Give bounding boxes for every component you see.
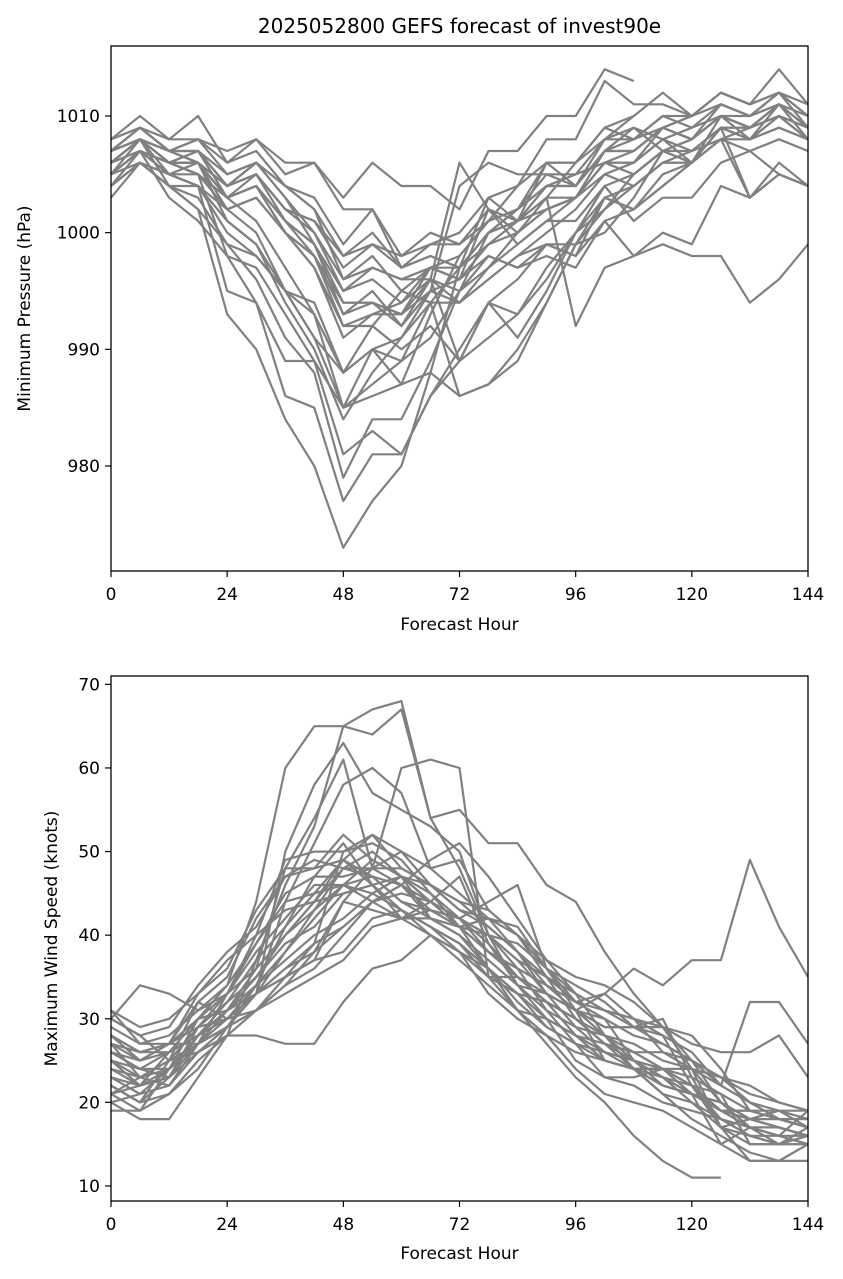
x-tick-label: 144 (792, 1215, 824, 1235)
y-tick-label: 40 (78, 926, 100, 946)
wind-y-axis-label: Maximum Wind Speed (knots) (42, 811, 62, 1067)
ensemble-member-line (110, 115, 635, 328)
y-tick-label: 30 (78, 1010, 100, 1030)
ensemble-member-line (110, 68, 635, 211)
y-tick-label: 50 (78, 843, 100, 863)
wind-chart: 0 24 48 72 96 120 144 10 20 30 40 50 60 70 Forecast H… (42, 675, 824, 1264)
x-tick-label: 0 (106, 1215, 117, 1235)
wind-x-axis-label: Forecast Hour (400, 1244, 518, 1264)
y-tick-label: 1010 (57, 107, 100, 127)
ensemble-member-line (110, 867, 809, 1087)
y-tick-label: 990 (68, 340, 100, 360)
ensemble-member-line (110, 149, 809, 503)
x-tick-label: 24 (216, 1215, 238, 1235)
chart-title: 2025052800 GEFS forecast of invest90e (258, 14, 661, 38)
ensemble-member-line (110, 103, 809, 269)
y-tick-label: 20 (78, 1093, 100, 1113)
y-tick-label: 10 (78, 1177, 100, 1197)
pressure-plot-frame (110, 45, 809, 572)
pressure-ticks: 0 24 48 72 96 120 144 980 990 1000 1010 (57, 107, 824, 605)
pressure-x-axis-label: Forecast Hour (400, 615, 518, 635)
x-tick-label: 120 (676, 1215, 708, 1235)
x-tick-label: 48 (333, 1215, 355, 1235)
x-tick-label: 120 (676, 585, 708, 605)
y-tick-label: 980 (68, 457, 100, 477)
wind-plot-frame (110, 675, 809, 1202)
y-tick-label: 1000 (57, 224, 100, 244)
ensemble-member-line (110, 126, 809, 339)
ensemble-member-line (110, 900, 721, 1179)
ensemble-member-line (110, 875, 809, 1129)
pressure-y-axis-label: Minimum Pressure (hPa) (15, 205, 35, 411)
y-tick-label: 70 (78, 675, 100, 695)
ensemble-member-line (110, 833, 808, 1146)
x-tick-label: 96 (565, 1215, 587, 1235)
x-tick-label: 0 (106, 585, 117, 605)
x-tick-label: 144 (792, 585, 824, 605)
ensemble-member-line (110, 103, 809, 328)
wind-series (110, 700, 809, 1179)
x-tick-label: 24 (216, 585, 238, 605)
x-tick-label: 72 (449, 1215, 471, 1235)
x-tick-label: 48 (333, 585, 355, 605)
pressure-chart: 2025052800 GEFS forecast of invest90e 0 2… (15, 14, 824, 635)
wind-ticks: 0 24 48 72 96 120 144 10 20 30 40 50 60 70 (78, 675, 824, 1235)
pressure-series (110, 68, 809, 549)
y-tick-label: 60 (78, 759, 100, 779)
x-tick-label: 72 (449, 585, 471, 605)
ensemble-member-line (111, 917, 809, 1112)
x-tick-label: 96 (565, 585, 587, 605)
